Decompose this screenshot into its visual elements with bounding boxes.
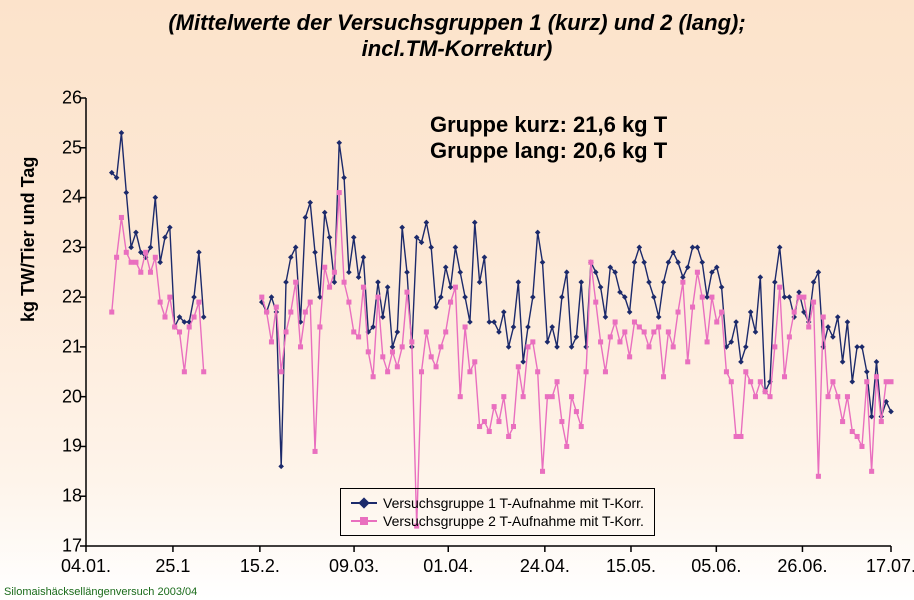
chart-footer: Silomaishäcksellängenversuch 2003/04: [4, 586, 197, 598]
ytick-20: 20: [42, 387, 82, 408]
ytick-24: 24: [42, 187, 82, 208]
legend-item-2: Versuchsgruppe 2 T-Aufnahme mit T-Korr.: [351, 513, 644, 529]
legend-label-1: Versuchsgruppe 1 T-Aufnahme mit T-Korr.: [383, 495, 644, 511]
ytick-17: 17: [42, 536, 82, 557]
ytick-23: 23: [42, 237, 82, 258]
legend-item-1: Versuchsgruppe 1 T-Aufnahme mit T-Korr.: [351, 495, 644, 511]
xtick-7: 05.06.: [691, 556, 741, 577]
xtick-9: 17.07.: [866, 556, 914, 577]
ytick-25: 25: [42, 138, 82, 159]
xtick-0: 04.01.: [61, 556, 111, 577]
ytick-22: 22: [42, 287, 82, 308]
ytick-19: 19: [42, 436, 82, 457]
xtick-1: 25.1: [155, 556, 190, 577]
legend-swatch-1: [351, 502, 377, 504]
ytick-21: 21: [42, 337, 82, 358]
chart-legend: Versuchsgruppe 1 T-Aufnahme mit T-Korr. …: [340, 488, 655, 536]
xtick-3: 09.03.: [329, 556, 379, 577]
xtick-5: 24.04.: [520, 556, 570, 577]
ytick-26: 26: [42, 88, 82, 109]
xtick-4: 01.04.: [423, 556, 473, 577]
legend-label-2: Versuchsgruppe 2 T-Aufnahme mit T-Korr.: [383, 513, 644, 529]
xtick-8: 26.06.: [777, 556, 827, 577]
legend-swatch-2: [351, 520, 377, 522]
xtick-2: 15.2.: [240, 556, 280, 577]
xtick-6: 15.05.: [606, 556, 656, 577]
ytick-18: 18: [42, 486, 82, 507]
